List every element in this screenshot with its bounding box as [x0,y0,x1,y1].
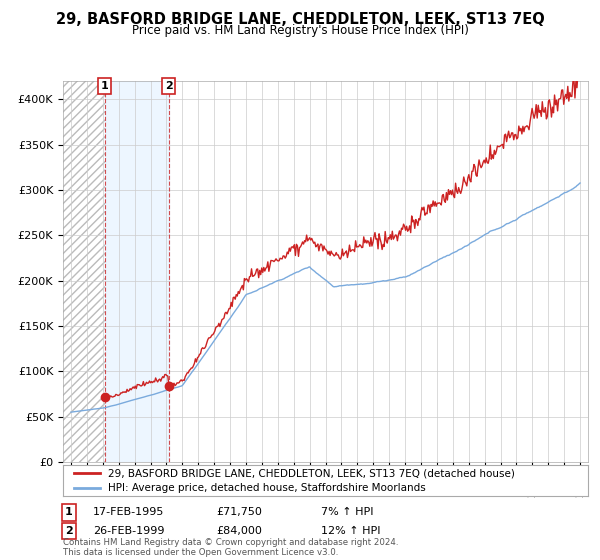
Text: Contains HM Land Registry data © Crown copyright and database right 2024.
This d: Contains HM Land Registry data © Crown c… [63,538,398,557]
Text: 26-FEB-1999: 26-FEB-1999 [93,526,164,536]
Text: 17-FEB-1995: 17-FEB-1995 [93,507,164,517]
Text: HPI: Average price, detached house, Staffordshire Moorlands: HPI: Average price, detached house, Staf… [107,483,425,493]
Text: 1: 1 [101,81,109,91]
Text: 7% ↑ HPI: 7% ↑ HPI [321,507,373,517]
Text: £84,000: £84,000 [216,526,262,536]
Text: 2: 2 [165,81,173,91]
Text: Price paid vs. HM Land Registry's House Price Index (HPI): Price paid vs. HM Land Registry's House … [131,24,469,36]
Bar [104,81,169,462]
Bar [63,81,104,462]
Text: 12% ↑ HPI: 12% ↑ HPI [321,526,380,536]
Text: 2: 2 [65,526,73,536]
Bar [63,81,104,462]
Text: 29, BASFORD BRIDGE LANE, CHEDDLETON, LEEK, ST13 7EQ: 29, BASFORD BRIDGE LANE, CHEDDLETON, LEE… [56,12,544,27]
Text: 29, BASFORD BRIDGE LANE, CHEDDLETON, LEEK, ST13 7EQ (detached house): 29, BASFORD BRIDGE LANE, CHEDDLETON, LEE… [107,468,515,478]
Text: 1: 1 [65,507,73,517]
Text: £71,750: £71,750 [216,507,262,517]
